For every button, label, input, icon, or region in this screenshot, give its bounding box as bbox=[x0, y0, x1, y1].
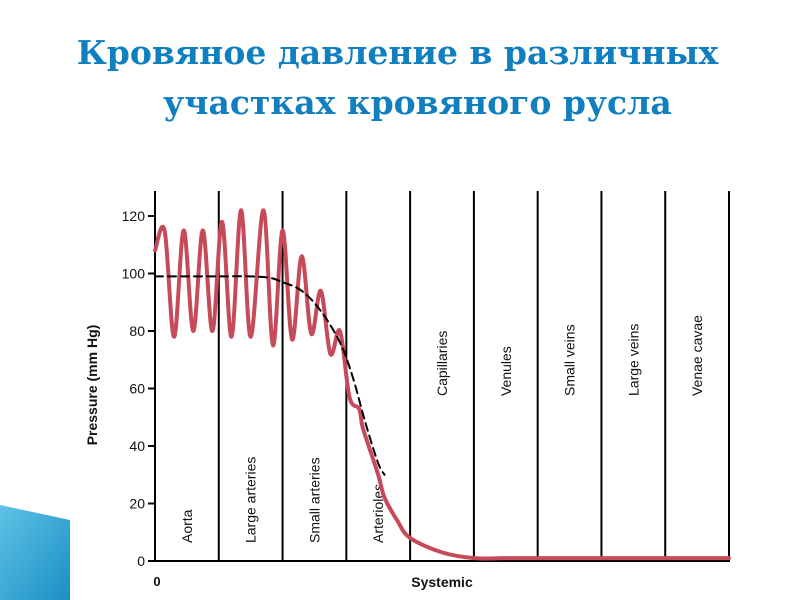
mean-pressure-line bbox=[154, 275, 386, 476]
segment-label: Venules bbox=[498, 346, 514, 396]
y-tick-label: 0 bbox=[137, 553, 145, 569]
segment-label: Large arteries bbox=[243, 457, 259, 543]
segment-label: Large veins bbox=[625, 324, 641, 396]
series-group bbox=[153, 208, 731, 561]
y-tick-label: 100 bbox=[122, 266, 146, 282]
segment-label: Arterioles bbox=[370, 484, 386, 543]
segment-label: Capillaries bbox=[434, 331, 450, 396]
segment-dividers bbox=[217, 191, 730, 562]
axes bbox=[154, 191, 729, 562]
decoration-shape bbox=[0, 505, 70, 600]
corner-decoration bbox=[0, 505, 70, 600]
y-tick-label: 40 bbox=[129, 438, 145, 454]
segment-labels: Aorta Large arteries Small arteries Arterio… bbox=[179, 315, 705, 543]
segment-label: Small arteries bbox=[306, 457, 322, 543]
title-line-1: Кровяное давление в различных bbox=[76, 33, 719, 72]
y-tick-label: 80 bbox=[129, 323, 145, 339]
y-tick-label: 120 bbox=[122, 208, 146, 224]
y-axis-label: Pressure (mm Hg) bbox=[84, 325, 100, 446]
y-tick-label: 60 bbox=[129, 381, 145, 397]
x-tick-label: 0 bbox=[153, 574, 160, 589]
segment-label: Aorta bbox=[179, 509, 195, 543]
segment-label: Venae cavae bbox=[689, 315, 705, 396]
title-line-2: участках кровяного русла bbox=[163, 83, 672, 122]
y-tick-label: 20 bbox=[129, 496, 145, 512]
page-title: Кровяное давление в различных участках к… bbox=[0, 28, 800, 128]
pressure-curve bbox=[153, 208, 731, 561]
x-axis-label: Systemic bbox=[411, 574, 473, 590]
segment-label: Small veins bbox=[562, 324, 578, 396]
y-ticks: 0 20 40 60 80 100 120 bbox=[122, 208, 155, 569]
